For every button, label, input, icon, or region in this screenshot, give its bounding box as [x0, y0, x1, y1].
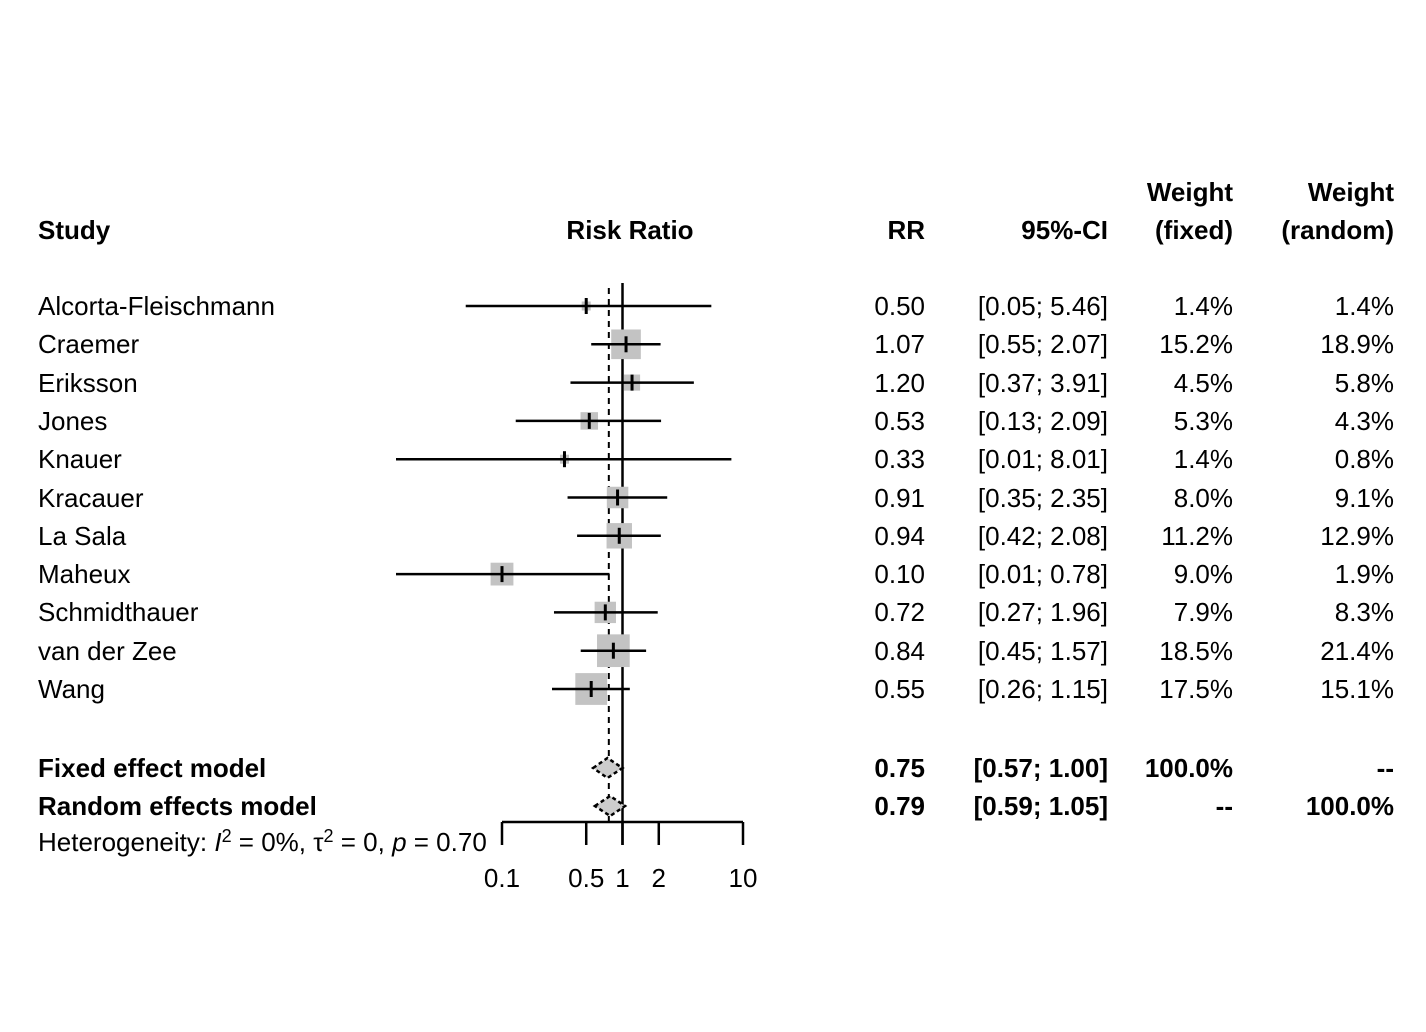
study-name: Jones: [38, 405, 108, 436]
ci-value: [0.01; 8.01]: [977, 444, 1108, 475]
study-name: La Sala: [38, 520, 127, 551]
x-axis-tick-label: 10: [728, 863, 758, 893]
study-name: Knauer: [38, 444, 122, 475]
heterogeneity-segment: p: [392, 827, 407, 857]
column-header-weight-random-top: Weight: [1307, 177, 1394, 207]
x-axis-tick-label: 1: [615, 863, 630, 893]
summary-ci-value: [0.59; 1.05]: [973, 791, 1108, 821]
ci-value: [0.01; 0.78]: [977, 559, 1108, 590]
rr-value: 1.20: [874, 367, 925, 398]
weight-random-value: 1.9%: [1334, 559, 1394, 590]
weight-random-value: 12.9%: [1320, 520, 1394, 551]
study-name: Alcorta-Fleischmann: [38, 291, 275, 321]
rr-value: 0.50: [874, 291, 925, 321]
weight-fixed-value: 11.2%: [1161, 520, 1233, 551]
heterogeneity-text: Heterogeneity: I2 = 0%, τ2 = 0, p = 0.70: [38, 826, 598, 858]
column-header-weight-random-bottom: (random): [1281, 215, 1394, 245]
weight-fixed-value: 17.5%: [1159, 674, 1233, 704]
heterogeneity-segment: I: [214, 827, 222, 857]
heterogeneity-segment: = 0,: [333, 827, 393, 857]
weight-fixed-value: 15.2%: [1159, 329, 1233, 360]
column-header-rr: RR: [887, 215, 925, 245]
study-name: van der Zee: [38, 635, 177, 666]
weight-random-value: 21.4%: [1320, 635, 1394, 666]
ci-value: [0.27; 1.96]: [977, 597, 1108, 628]
rr-value: 0.10: [874, 559, 925, 590]
ci-value: [0.26; 1.15]: [977, 674, 1108, 704]
weight-random-value: 8.3%: [1334, 597, 1394, 628]
summary-name: Random effects model: [38, 791, 317, 821]
ci-value: [0.55; 2.07]: [977, 329, 1108, 360]
ci-value: [0.45; 1.57]: [977, 635, 1108, 666]
column-header-risk-ratio: Risk Ratio: [566, 215, 694, 245]
study-name: Wang: [38, 674, 105, 704]
heterogeneity-segment: Heterogeneity:: [38, 827, 215, 857]
rr-value: 0.91: [874, 482, 925, 513]
weight-random-value: 4.3%: [1334, 405, 1394, 436]
ci-value: [0.35; 2.35]: [977, 482, 1108, 513]
heterogeneity-segment: = 0.70: [406, 827, 487, 857]
column-header-ci: 95%-CI: [1021, 215, 1108, 245]
rr-value: 0.94: [874, 520, 925, 551]
study-name: Craemer: [38, 329, 140, 360]
column-header-weight-fixed-bottom: (fixed): [1155, 215, 1233, 245]
summary-ci-value: [0.57; 1.00]: [973, 753, 1108, 783]
weight-fixed-value: 4.5%: [1173, 367, 1233, 398]
rr-value: 0.84: [874, 635, 925, 666]
summary-diamond: [592, 794, 628, 818]
heterogeneity-segment: = 0%,: [231, 827, 314, 857]
rr-value: 0.53: [874, 405, 925, 436]
weight-fixed-value: 1.4%: [1173, 444, 1233, 475]
weight-fixed-value: 18.5%: [1159, 635, 1233, 666]
rr-value: 0.55: [874, 674, 925, 704]
weight-fixed-value: 1.4%: [1173, 291, 1233, 321]
weight-random-value: 1.4%: [1334, 291, 1394, 321]
column-header-study: Study: [38, 215, 111, 245]
weight-random-value: 15.1%: [1320, 674, 1394, 704]
weight-fixed-value: 8.0%: [1173, 482, 1233, 513]
x-axis-tick-label: 0.1: [483, 863, 521, 893]
weight-fixed-value: 5.3%: [1173, 405, 1233, 436]
study-name: Maheux: [38, 559, 131, 590]
rr-value: 0.72: [874, 597, 925, 628]
weight-random-value: 0.8%: [1334, 444, 1394, 475]
ci-value: [0.37; 3.91]: [977, 367, 1108, 398]
summary-diamond: [590, 756, 625, 780]
heterogeneity-segment: 2: [323, 826, 334, 846]
rr-value: 1.07: [874, 329, 925, 360]
weight-fixed-value: 7.9%: [1173, 597, 1233, 628]
weight-fixed-value: 9.0%: [1173, 559, 1233, 590]
x-axis-tick-label: 2: [651, 863, 666, 893]
weight-random-value: 5.8%: [1334, 367, 1394, 398]
ci-value: [0.13; 2.09]: [977, 405, 1108, 436]
rr-value: 0.33: [874, 444, 925, 475]
heterogeneity-segment: 2: [221, 826, 232, 846]
study-name: Schmidthauer: [38, 597, 199, 628]
x-axis-tick-label: 0.5: [568, 863, 605, 893]
ci-value: [0.42; 2.08]: [977, 520, 1108, 551]
study-name: Kracauer: [38, 482, 144, 513]
summary-name: Fixed effect model: [38, 753, 267, 783]
study-name: Eriksson: [38, 367, 138, 398]
column-header-weight-fixed-top: Weight: [1146, 177, 1233, 207]
ci-value: [0.05; 5.46]: [977, 291, 1108, 321]
summary-weight-random-value: --: [1376, 753, 1394, 783]
summary-weight-fixed-value: 100.0%: [1144, 753, 1233, 783]
summary-rr-value: 0.75: [874, 753, 925, 783]
weight-random-value: 18.9%: [1320, 329, 1394, 360]
weight-random-value: 9.1%: [1334, 482, 1394, 513]
heterogeneity-segment: τ: [313, 827, 324, 857]
summary-rr-value: 0.79: [874, 791, 925, 821]
summary-weight-random-value: 100.0%: [1305, 791, 1394, 821]
summary-weight-fixed-value: --: [1215, 791, 1233, 821]
